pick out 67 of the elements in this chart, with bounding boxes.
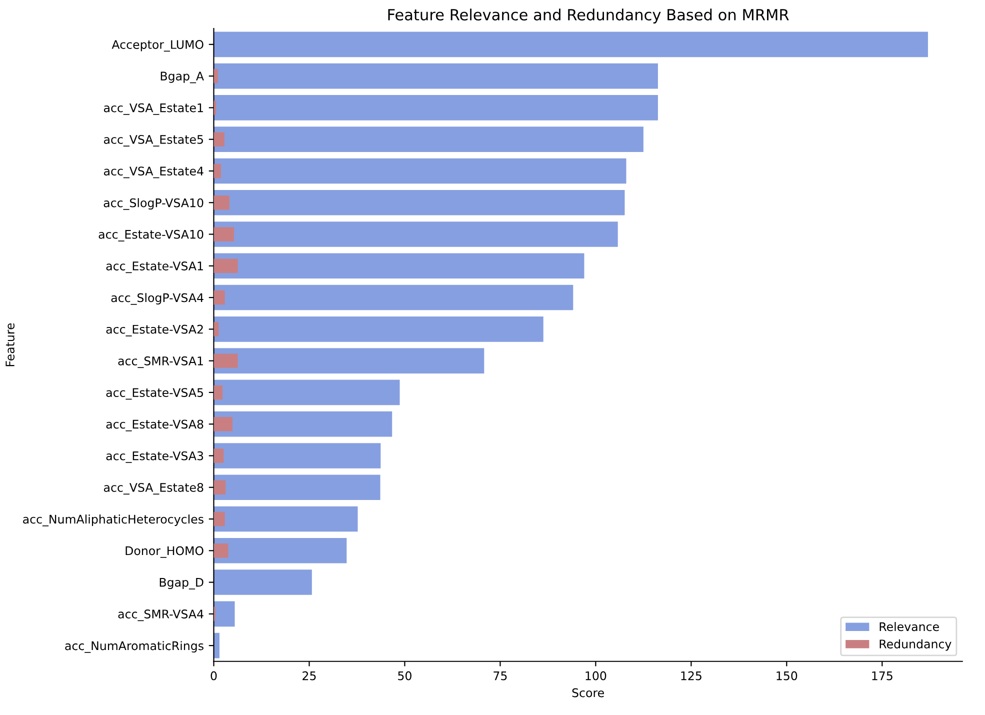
bar: [214, 316, 544, 342]
bar: [214, 480, 226, 494]
x-tick-label: 175: [872, 671, 892, 680]
bar: [214, 32, 928, 58]
legend-label: Relevance: [880, 622, 939, 632]
y-tick-label: acc_VSA_Estate4: [104, 166, 204, 178]
bar: [214, 222, 618, 247]
bar: [214, 158, 626, 184]
y-tick-label: Bgap_A: [160, 72, 204, 84]
y-tick-label: acc_SlogP-VSA4: [111, 293, 204, 305]
y-tick-label: acc_SMR-VSA1: [118, 356, 203, 368]
bar: [214, 132, 224, 146]
bar: [214, 544, 228, 558]
bar: [214, 195, 230, 210]
bar: [214, 354, 238, 368]
bar: [214, 290, 225, 305]
bar: [214, 190, 625, 216]
y-axis-title: Feature: [6, 323, 14, 366]
bar: [214, 411, 392, 437]
x-tick-label: 100: [586, 671, 606, 680]
bar: [214, 443, 381, 468]
x-tick-label: 75: [494, 671, 507, 680]
bar: [214, 506, 358, 532]
bar: [214, 126, 644, 152]
y-tick-label: acc_Estate-VSA8: [106, 420, 204, 432]
bar: [214, 95, 658, 120]
bar: [214, 570, 312, 595]
y-tick-label: Bgap_D: [160, 578, 204, 590]
bar: [214, 416, 232, 432]
y-tick-label: acc_SlogP-VSA10: [104, 198, 204, 210]
bar: [214, 380, 400, 406]
bar: [214, 348, 484, 374]
bar: [214, 474, 380, 500]
y-tick-label: acc_Estate-VSA5: [106, 388, 203, 400]
bar: [214, 68, 218, 84]
bar: [214, 448, 224, 463]
y-tick-label: acc_Estate-VSA10: [98, 230, 204, 242]
y-tick-label: acc_Estate-VSA3: [106, 451, 204, 463]
bar: [214, 253, 584, 279]
bar: [214, 538, 347, 564]
bar: [214, 601, 235, 627]
legend-label: Redundancy: [880, 639, 952, 651]
y-tick-label: acc_Estate-VSA1: [106, 262, 203, 274]
chart-title: Feature Relevance and Redundancy Based on MRMR: [388, 8, 789, 24]
bar: [214, 258, 238, 274]
y-tick-label: acc_NumAromaticRings: [65, 641, 204, 653]
bar: [214, 284, 574, 310]
y-tick-label: acc_NumAliphaticHeterocycles: [23, 514, 204, 526]
x-tick-label: 50: [398, 671, 412, 680]
x-axis-title: Score: [572, 688, 604, 698]
y-tick-label: acc_Estate-VSA2: [106, 324, 203, 336]
y-tick-label: Donor_HOMO: [126, 546, 204, 558]
x-tick-label: 125: [681, 671, 702, 680]
y-tick-label: acc_SMR-VSA4: [118, 610, 204, 622]
y-tick-label: acc_VSA_Estate1: [104, 103, 203, 115]
bar: [214, 164, 221, 178]
x-tick-label: 150: [776, 671, 798, 680]
x-tick-label: 25: [302, 671, 316, 680]
bar: [214, 227, 234, 242]
bar: [214, 63, 658, 89]
bar: [214, 322, 219, 336]
x-tick-label: 0: [210, 671, 217, 680]
bar: [214, 385, 223, 400]
bar: [214, 512, 225, 526]
y-tick-label: acc_VSA_Estate8: [104, 482, 204, 495]
y-tick-label: Acceptor_LUMO: [112, 40, 204, 52]
y-tick-label: acc_VSA_Estate5: [104, 134, 203, 146]
